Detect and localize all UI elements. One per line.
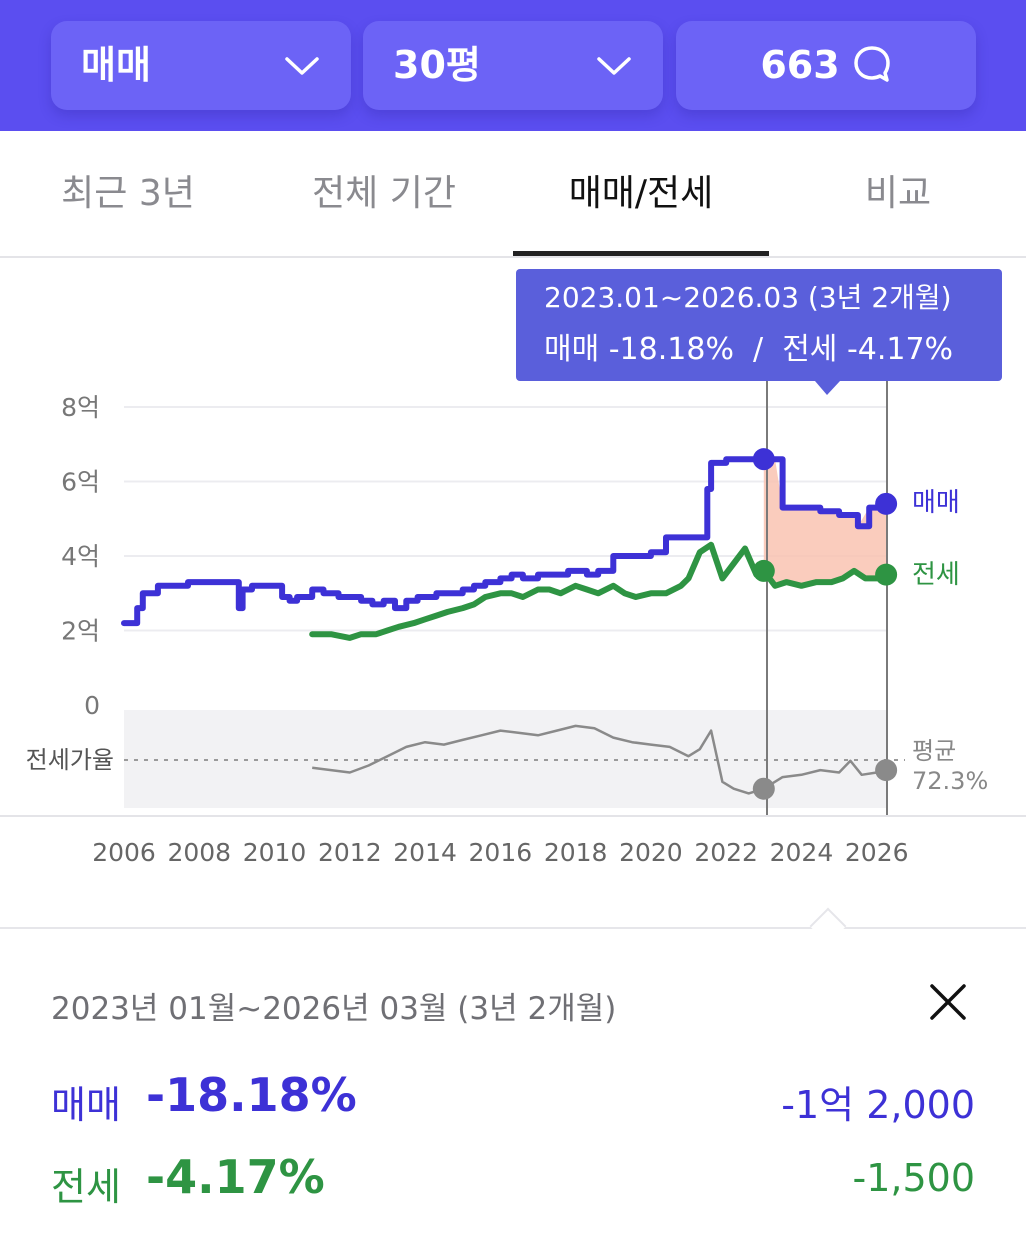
tab-recent-3y[interactable]: 최근 3년 <box>0 131 256 256</box>
range-tooltip: 2023.01~2026.03 (3년 2개월) 매매 -18.18% / 전세… <box>516 269 1002 395</box>
tooltip-range: 2023.01~2026.03 (3년 2개월) <box>544 281 952 314</box>
chevron-down-icon <box>597 21 631 110</box>
y-tick-label: 8억 <box>61 393 100 422</box>
range-marker <box>875 492 898 515</box>
ratio-avg-label: 평균 <box>912 737 956 765</box>
x-tick-label: 2024 <box>770 838 834 867</box>
area-label: 30평 <box>393 43 481 87</box>
y-tick-label: 2억 <box>61 617 100 646</box>
x-tick-label: 2026 <box>845 838 909 867</box>
x-axis: 2006 2008 2010 2012 2014 2016 2018 2020 2022 2024… <box>92 838 908 867</box>
comment-count: 663 <box>760 43 840 87</box>
y-tick-label: 0 <box>84 691 100 720</box>
comments-button[interactable]: 663 <box>676 21 976 110</box>
jeonse-change-pct: -4.17% <box>146 1150 325 1204</box>
tab-label: 매매/전세 <box>568 173 714 214</box>
x-tick-label: 2010 <box>243 838 307 867</box>
ratio-series-line <box>312 724 887 795</box>
tab-label: 비교 <box>864 173 932 214</box>
sale-change-amount: -1억 2,000 <box>781 1083 975 1127</box>
x-tick-label: 2014 <box>393 838 457 867</box>
jeonse-series-label: 전세 <box>912 560 960 590</box>
tab-compare[interactable]: 비교 <box>770 131 1026 256</box>
y-axis: 8억 6억 4억 2억 0 <box>61 393 100 720</box>
trade-type-label: 매매 <box>81 43 151 87</box>
summary-range: 2023년 01월~2026년 03월 (3년 2개월) <box>51 991 617 1027</box>
x-tick-label: 2008 <box>167 838 231 867</box>
ratio-avg-value: 72.3% <box>912 767 988 795</box>
jeonse-series-line <box>309 541 890 641</box>
sale-change-pct: -18.18% <box>146 1068 357 1122</box>
sale-series-label: 매매 <box>912 488 960 518</box>
filter-bar: 매매 30평 663 <box>0 0 1026 131</box>
chevron-down-icon <box>285 21 319 110</box>
chart-grid <box>124 406 888 632</box>
sale-series-line <box>121 456 890 627</box>
range-marker <box>875 563 898 586</box>
x-tick-label: 2012 <box>318 838 382 867</box>
close-icon <box>930 984 966 1020</box>
ratio-label: 전세가율 <box>26 746 114 774</box>
close-button[interactable] <box>928 982 968 1022</box>
active-tab-indicator <box>513 251 769 256</box>
y-tick-label: 6억 <box>61 468 100 497</box>
period-tabs: 최근 3년 전체 기간 매매/전세 비교 <box>0 131 1026 258</box>
tab-label: 최근 3년 <box>61 173 195 214</box>
x-tick-label: 2020 <box>619 838 683 867</box>
ratio-marker <box>752 777 775 800</box>
tab-sale-jeonse[interactable]: 매매/전세 <box>513 131 769 256</box>
jeonse-change-amount: -1,500 <box>852 1156 976 1200</box>
sale-label: 매매 <box>51 1083 121 1127</box>
speech-bubble-icon <box>852 44 892 88</box>
x-tick-label: 2016 <box>469 838 533 867</box>
range-marker <box>752 559 775 582</box>
summary-divider <box>0 927 1026 929</box>
jeonse-label: 전세 <box>51 1165 121 1209</box>
tab-label: 전체 기간 <box>312 173 456 214</box>
x-tick-label: 2006 <box>92 838 156 867</box>
y-tick-label: 4억 <box>61 542 100 571</box>
x-tick-label: 2022 <box>694 838 758 867</box>
range-marker <box>752 448 775 471</box>
tab-all-period[interactable]: 전체 기간 <box>256 131 512 256</box>
highlight-area <box>763 459 887 586</box>
ratio-marker <box>875 759 898 782</box>
trade-type-dropdown[interactable]: 매매 <box>51 21 351 110</box>
tooltip-change: 매매 -18.18% / 전세 -4.17% <box>544 332 953 367</box>
x-tick-label: 2018 <box>544 838 608 867</box>
area-dropdown[interactable]: 30평 <box>363 21 663 110</box>
